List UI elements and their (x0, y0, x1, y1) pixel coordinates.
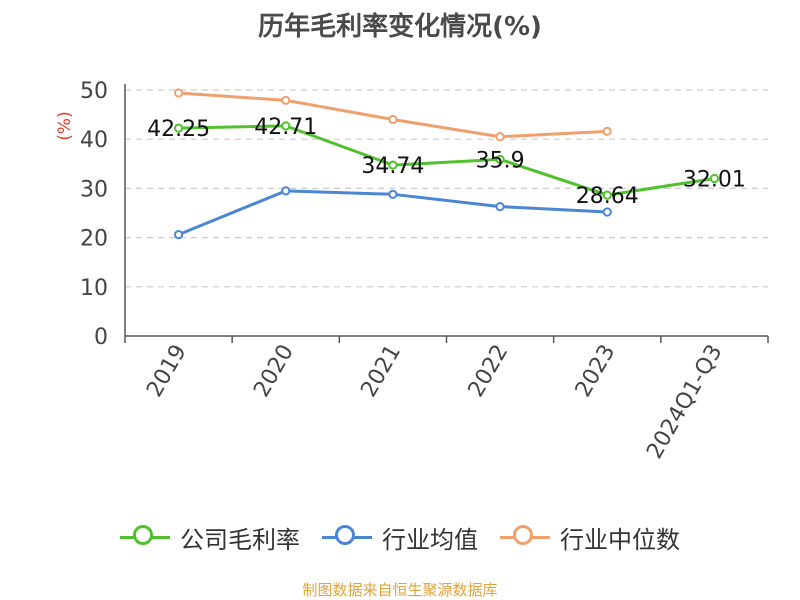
data-point (173, 123, 184, 133)
legend-label-industry-median: 行业中位数 (560, 525, 680, 554)
y-tick-label: 20 (80, 227, 108, 252)
legend-item-company[interactable]: 公司毛利率 (120, 520, 300, 555)
data-point (495, 154, 505, 164)
y-axis-title: (%) (55, 111, 75, 140)
legend-swatch-industry-mean (322, 522, 372, 552)
data-point (602, 126, 612, 136)
series-line (178, 124, 715, 197)
data-point (602, 207, 612, 217)
data-point (173, 230, 184, 240)
legend-swatch-company (120, 522, 170, 552)
data-point (495, 202, 505, 212)
data-point (281, 95, 291, 105)
legend-swatch-industry-median (500, 522, 550, 552)
legend: 公司毛利率 行业均值 行业中位数 (120, 520, 720, 554)
data-label: 35.9 (476, 148, 525, 173)
chart-title: 历年毛利率变化情况(%) (258, 12, 542, 42)
y-tick-label: 0 (94, 325, 108, 350)
legend-label-industry-mean: 行业均值 (382, 525, 478, 554)
x-tick-label: 2021 (356, 341, 406, 402)
data-label: 34.74 (361, 154, 424, 179)
data-point (173, 88, 184, 98)
data-label: 42.25 (147, 117, 210, 142)
data-point (495, 132, 505, 142)
data-point (281, 121, 291, 131)
series-2 (173, 88, 612, 142)
x-tick-label: 2019 (142, 341, 192, 402)
x-tick-label: 2024Q1-Q3 (642, 341, 727, 464)
y-tick-label: 30 (80, 177, 108, 202)
data-label: 32.01 (683, 168, 746, 193)
series-0: 42.25 42.71 34.74 35.9 28.64 32.01 (147, 115, 746, 209)
data-label: 42.71 (254, 115, 317, 140)
x-tick-label: 2020 (249, 341, 299, 402)
legend-label-company: 公司毛利率 (180, 525, 300, 554)
data-point (602, 190, 612, 200)
data-point (388, 114, 398, 125)
data-point (388, 160, 398, 170)
x-tick-label: 2023 (571, 341, 621, 402)
legend-item-industry-mean[interactable]: 行业均值 (322, 520, 478, 555)
x-tick-label: 2022 (464, 341, 514, 402)
data-label: 28.64 (576, 184, 639, 209)
series-1 (173, 186, 612, 240)
data-point (388, 189, 398, 199)
source-note: 制图数据来自恒生聚源数据库 (302, 581, 498, 599)
data-point (709, 173, 720, 184)
y-tick-label: 40 (80, 128, 108, 153)
y-tick-label: 50 (80, 79, 108, 104)
series-line (178, 91, 608, 139)
data-point (281, 186, 291, 196)
y-tick-label: 10 (80, 276, 108, 301)
legend-item-industry-median[interactable]: 行业中位数 (500, 520, 680, 555)
